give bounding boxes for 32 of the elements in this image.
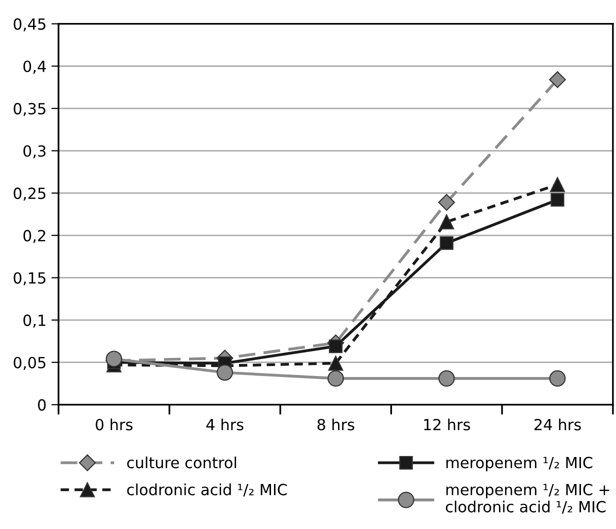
legend-label: meropenem ¹/₂ MIC <box>446 456 592 472</box>
point <box>328 339 343 354</box>
y-tick-label: 0,35 <box>14 102 46 116</box>
point <box>328 370 344 387</box>
x-tick-label: 12 hrs <box>424 418 470 430</box>
x-tick-label: 4 hrs <box>206 418 244 430</box>
point <box>438 194 456 211</box>
x-tick-label: 8 hrs <box>318 418 354 430</box>
y-tick-label: 0,3 <box>23 145 46 158</box>
y-tick-label: 0 <box>38 399 46 411</box>
point <box>550 193 564 207</box>
x-tick-label: 24 hrs <box>534 418 581 430</box>
point <box>328 356 344 371</box>
x-tick-label: 0 hrs <box>96 418 132 430</box>
legend-label: meropenem ¹/₂ MIC + clodronic acid ¹/₂ MIC <box>446 484 610 514</box>
point <box>549 370 566 387</box>
y-tick-label: 0,2 <box>23 230 46 243</box>
point <box>550 177 565 192</box>
y-tick-label: 0,05 <box>14 356 46 370</box>
legend-label: culture control <box>127 456 236 468</box>
legend-label: clodronic acid ¹/₂ MIC <box>127 484 287 497</box>
point <box>216 364 234 381</box>
y-tick-label: 0,4 <box>23 60 46 74</box>
point <box>439 214 454 230</box>
point <box>106 350 122 368</box>
point <box>438 370 455 387</box>
point <box>440 236 454 250</box>
point <box>549 71 566 88</box>
y-tick-label: 0,45 <box>14 18 46 32</box>
y-tick-label: 0,25 <box>14 188 46 201</box>
y-tick-label: 0,1 <box>23 314 46 328</box>
y-tick-label: 0,15 <box>14 272 46 286</box>
